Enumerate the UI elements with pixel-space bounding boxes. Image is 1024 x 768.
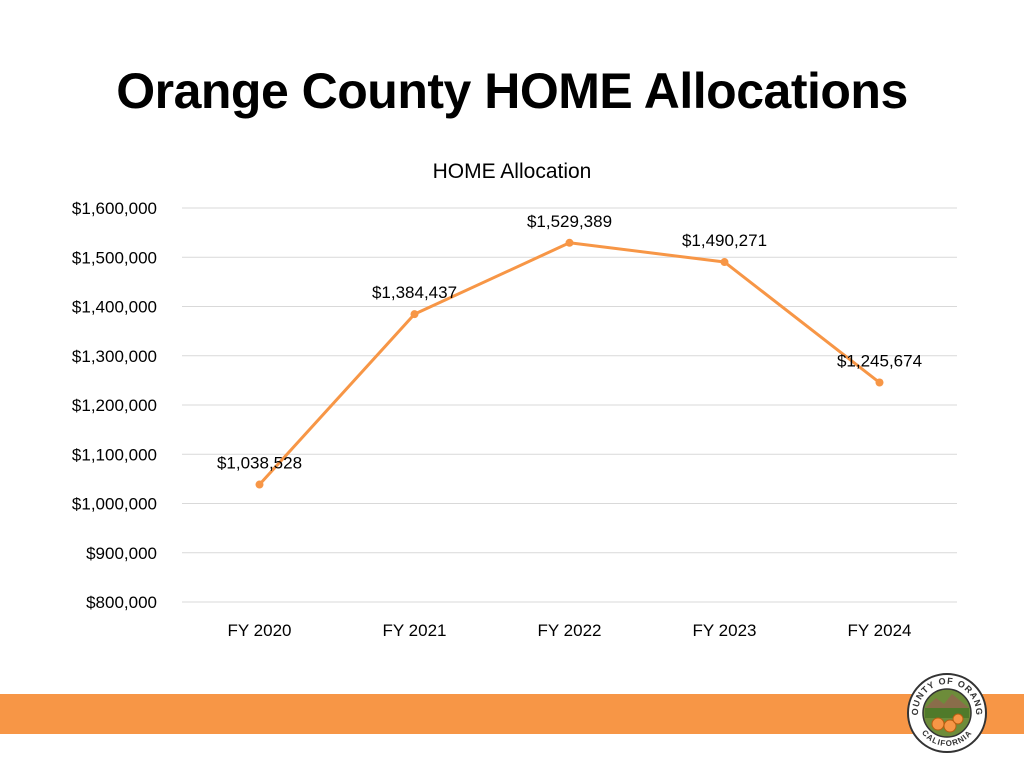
x-axis-tick-labels: FY 2020 FY 2021 FY 2022 FY 2023 FY 2024	[228, 621, 912, 640]
y-tick-label: $1,500,000	[72, 248, 157, 267]
data-point	[720, 258, 729, 267]
y-tick-label: $1,200,000	[72, 396, 157, 415]
series-line	[258, 241, 881, 487]
x-tick-label: FY 2024	[848, 621, 912, 640]
county-seal-logo: COUNTY OF ORANGE CALIFORNIA	[906, 672, 987, 753]
gridlines	[182, 207, 957, 603]
y-tick-label: $1,600,000	[72, 199, 157, 218]
data-point	[565, 238, 574, 247]
y-tick-label: $900,000	[86, 544, 157, 563]
data-point	[875, 378, 884, 387]
y-tick-label: $1,400,000	[72, 298, 157, 317]
x-tick-label: FY 2021	[383, 621, 447, 640]
y-tick-label: $1,100,000	[72, 445, 157, 464]
x-tick-label: FY 2022	[538, 621, 602, 640]
data-label: $1,384,437	[372, 283, 457, 302]
x-tick-label: FY 2023	[693, 621, 757, 640]
x-tick-label: FY 2020	[228, 621, 292, 640]
series-home-allocation	[255, 238, 884, 489]
chart-title: HOME Allocation	[433, 160, 592, 183]
data-label: $1,038,528	[217, 454, 302, 473]
y-tick-label: $1,000,000	[72, 495, 157, 514]
data-point	[410, 310, 419, 319]
y-tick-label: $1,300,000	[72, 347, 157, 366]
y-tick-label: $800,000	[86, 593, 157, 612]
footer-accent-band	[0, 694, 1024, 734]
data-point	[255, 480, 264, 489]
data-label: $1,529,389	[527, 212, 612, 231]
slide-title: Orange County HOME Allocations	[116, 63, 908, 119]
y-axis-tick-labels: $800,000 $900,000 $1,000,000 $1,100,000 $1,2…	[72, 199, 157, 612]
data-label: $1,490,271	[682, 231, 767, 250]
data-labels: $1,038,528 $1,384,437 $1,529,389 $1,490,271…	[217, 212, 922, 473]
data-label: $1,245,674	[837, 352, 922, 371]
line-chart: HOME Allocation $800,000 $900,000 $1,000,0…	[72, 160, 957, 640]
